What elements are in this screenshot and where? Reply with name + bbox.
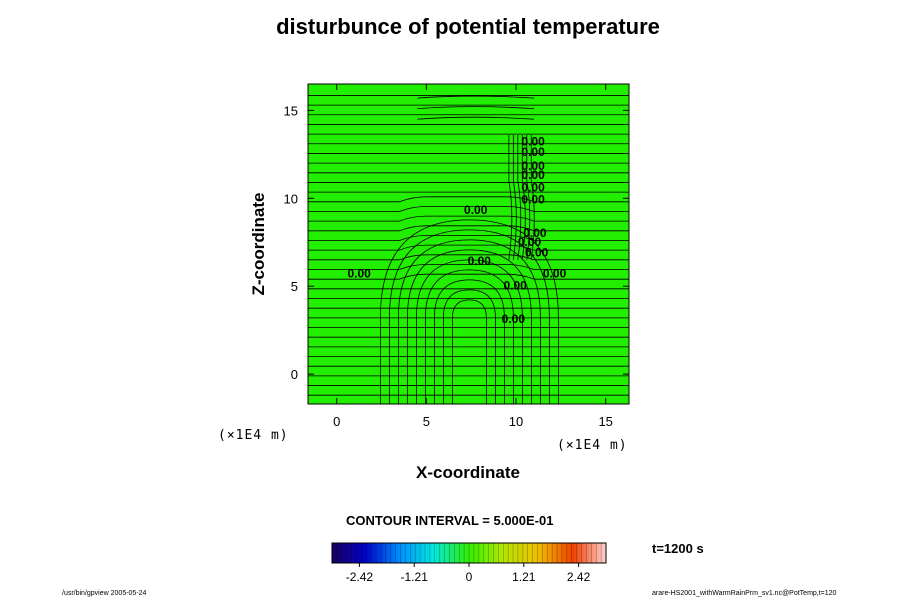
time-label: t=1200 s bbox=[652, 541, 704, 556]
z-axis-unit: (×1E4 m) bbox=[218, 428, 289, 443]
z-tick-label: 15 bbox=[284, 103, 298, 118]
contour-label: 0.00 bbox=[347, 266, 371, 280]
contour-label: 0.00 bbox=[521, 168, 545, 182]
z-tick-label: 10 bbox=[284, 191, 298, 206]
contour-label: 0.00 bbox=[521, 193, 545, 207]
contour-line bbox=[521, 134, 526, 260]
contour-line bbox=[308, 206, 629, 212]
footer-source: arare-HS2001_withWarmRainPrm_sv1.nc@PotT… bbox=[652, 590, 837, 597]
x-axis-ticks: 0 5 10 15 bbox=[333, 84, 613, 429]
contour-line bbox=[308, 264, 629, 270]
contour-line bbox=[417, 106, 534, 110]
contour-line bbox=[517, 134, 522, 260]
colorbar-tick-label: 0 bbox=[466, 570, 473, 584]
contour-line bbox=[308, 215, 629, 222]
contour-interval-label: CONTOUR INTERVAL = 5.000E-01 bbox=[346, 513, 554, 528]
contour-line bbox=[308, 225, 629, 232]
z-axis-title: Z-coordinate bbox=[249, 193, 268, 296]
contour-line bbox=[308, 196, 629, 203]
contour-labels: 0.000.000.000.000.000.000.000.00 0.000.00… bbox=[347, 135, 566, 327]
contour-label: 0.00 bbox=[525, 245, 549, 259]
contour-label: 0.00 bbox=[521, 180, 545, 194]
contour-label: 0.00 bbox=[521, 145, 545, 159]
contour-label: 0.00 bbox=[502, 312, 526, 326]
contour-line bbox=[308, 235, 629, 241]
contour-line bbox=[406, 249, 532, 404]
contour-label: 0.00 bbox=[518, 235, 542, 249]
contour-label: 0.00 bbox=[503, 279, 527, 293]
colorbar-tick-label: -2.42 bbox=[346, 570, 374, 584]
contour-label: 0.00 bbox=[468, 254, 492, 268]
contour-line bbox=[397, 239, 541, 404]
colorbar-tick-label: 2.42 bbox=[567, 570, 591, 584]
contour-line bbox=[512, 134, 517, 260]
colorbar-stripes bbox=[336, 543, 602, 563]
contour-line bbox=[379, 219, 559, 404]
contour-line bbox=[417, 116, 534, 120]
x-tick-label: 15 bbox=[598, 414, 612, 429]
contour-label: 0.00 bbox=[464, 203, 488, 217]
contour-line bbox=[451, 299, 487, 404]
colorbar-tick-label: 1.21 bbox=[512, 570, 536, 584]
contour-label: 0.00 bbox=[521, 159, 545, 173]
contour-line bbox=[308, 254, 629, 261]
contour-label: 0.00 bbox=[543, 266, 567, 280]
chart-title: disturbunce of potential temperature bbox=[276, 14, 660, 39]
colorbar-ticks: -2.42 -1.21 0 1.21 2.42 bbox=[346, 563, 591, 584]
contour-line bbox=[433, 279, 505, 404]
contour-label: 0.00 bbox=[523, 226, 547, 240]
z-axis-ticks: 0 5 10 15 bbox=[284, 103, 629, 382]
contour-line bbox=[388, 229, 550, 404]
contour-line bbox=[415, 259, 523, 404]
contour-line bbox=[526, 134, 531, 260]
footer-command: /usr/bin/gpview 2005-05-24 bbox=[62, 590, 147, 597]
contour-line bbox=[508, 134, 513, 260]
z-tick-label: 5 bbox=[291, 279, 298, 294]
contour-line bbox=[442, 289, 496, 404]
contour-line bbox=[417, 95, 534, 99]
x-tick-label: 10 bbox=[509, 414, 523, 429]
x-tick-label: 0 bbox=[333, 414, 340, 429]
contour-line bbox=[530, 134, 535, 260]
x-axis-unit: (×1E4 m) bbox=[557, 438, 628, 453]
contour-lines bbox=[308, 95, 629, 404]
plot-area bbox=[307, 83, 630, 405]
x-axis-title: X-coordinate bbox=[416, 463, 520, 482]
z-tick-label: 0 bbox=[291, 367, 298, 382]
contour-line bbox=[424, 269, 514, 404]
x-tick-label: 5 bbox=[423, 414, 430, 429]
contour-label: 0.00 bbox=[521, 135, 545, 149]
colorbar-tick-label: -1.21 bbox=[401, 570, 429, 584]
